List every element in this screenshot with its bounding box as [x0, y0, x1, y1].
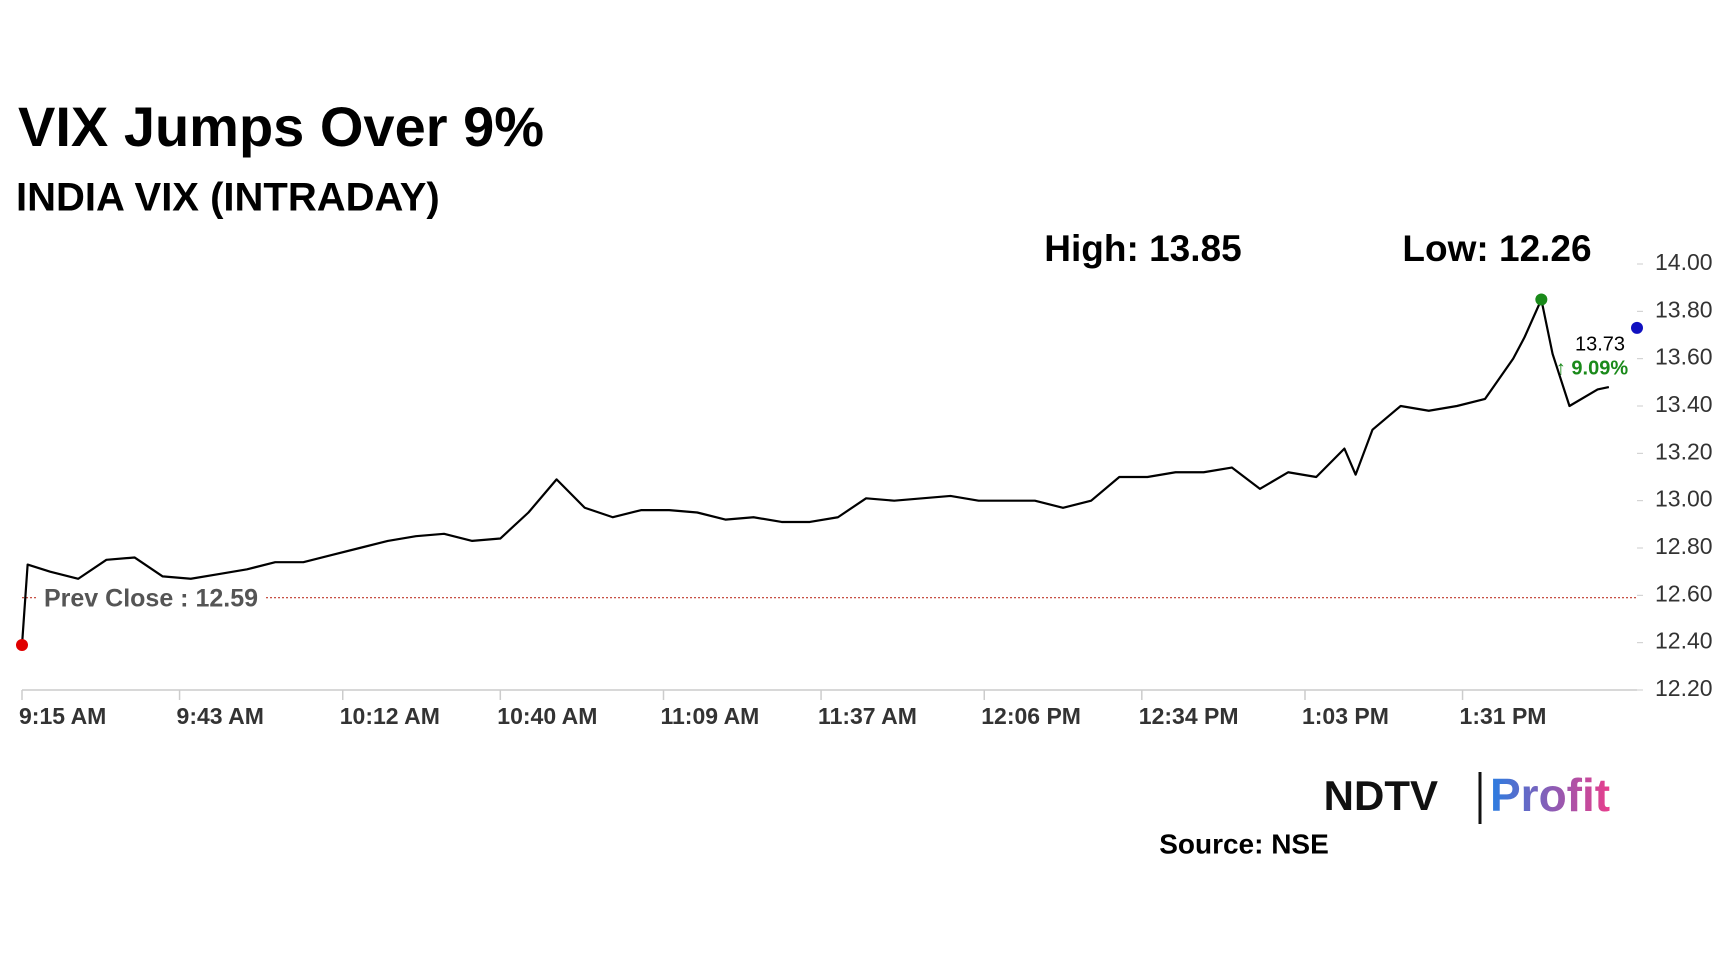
x-tick-label: 12:34 PM: [1139, 703, 1239, 729]
chart-subtitle: INDIA VIX (INTRADAY): [16, 176, 440, 220]
source: Source: NSE: [1159, 828, 1329, 859]
last-dot: [1631, 321, 1643, 334]
high-label: High: 13.85: [1044, 228, 1241, 269]
last-value-label: 13.73: [1575, 333, 1625, 355]
y-tick-label: 12.80: [1655, 533, 1713, 559]
y-tick-label: 13.60: [1655, 344, 1713, 370]
x-tick-label: 10:40 AM: [497, 703, 597, 729]
x-tick-label: 12:06 PM: [981, 703, 1081, 729]
high-dot: [1535, 293, 1548, 306]
x-tick-label: 1:31 PM: [1460, 703, 1547, 729]
reference-label: Prev Close : 12.59: [44, 584, 258, 612]
x-tick-label: 11:09 AM: [660, 703, 759, 729]
y-tick-label: 13.80: [1655, 296, 1713, 322]
logo-brand: NDTV: [1324, 772, 1438, 819]
y-tick-label: 12.20: [1655, 675, 1713, 701]
chart-title: VIX Jumps Over 9%: [18, 95, 544, 158]
low-label: Low: 12.26: [1402, 228, 1591, 269]
x-tick-label: 11:37 AM: [818, 703, 917, 729]
x-tick-label: 10:12 AM: [340, 703, 440, 729]
reference-label-bg: [38, 581, 267, 614]
x-tick-label: 9:15 AM: [19, 703, 106, 729]
y-tick-label: 14.00: [1655, 249, 1713, 275]
x-tick-label: 1:03 PM: [1302, 703, 1389, 729]
y-tick-label: 13.00: [1655, 486, 1713, 512]
start-dot: [16, 639, 28, 652]
y-tick-label: 13.40: [1655, 391, 1713, 417]
y-tick-label: 12.40: [1655, 628, 1713, 654]
series-line: [20, 298, 1610, 646]
x-tick-label: 9:43 AM: [177, 703, 264, 729]
y-tick-label: 12.60: [1655, 580, 1713, 606]
change-label: ↑ 9.09%: [1556, 357, 1628, 379]
y-tick-label: 13.20: [1655, 438, 1713, 464]
logo-product: Profit: [1490, 769, 1610, 821]
